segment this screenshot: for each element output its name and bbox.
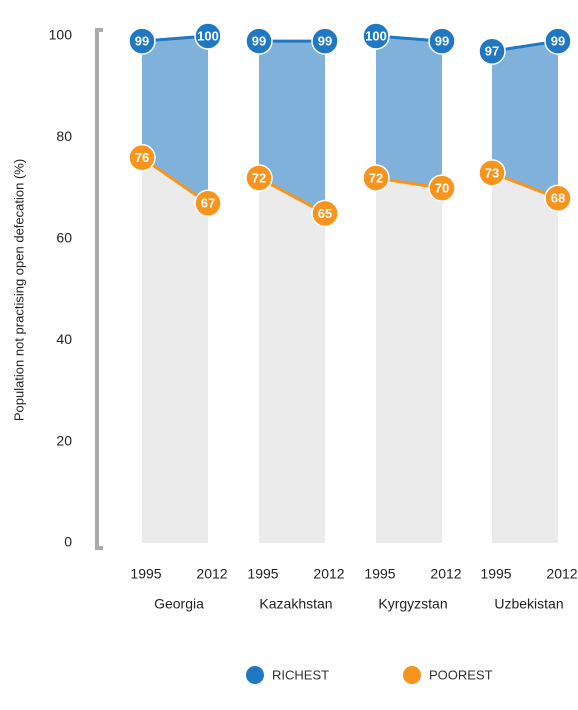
point bbox=[428, 174, 456, 202]
point bbox=[311, 27, 339, 55]
point-label: 100 bbox=[365, 28, 387, 43]
point-label: 73 bbox=[485, 165, 499, 180]
point-label: 99 bbox=[135, 34, 149, 49]
point bbox=[428, 27, 456, 55]
legend-marker bbox=[246, 666, 264, 684]
y-tick-label: 0 bbox=[64, 534, 72, 550]
area-gap bbox=[259, 41, 325, 214]
point-label: 99 bbox=[435, 34, 449, 49]
group-label: Kyrgyzstan bbox=[378, 596, 447, 612]
point bbox=[478, 37, 506, 65]
point bbox=[544, 184, 572, 212]
area-gap bbox=[376, 36, 442, 189]
point-label: 67 bbox=[201, 196, 215, 211]
point bbox=[194, 22, 222, 50]
point bbox=[245, 164, 273, 192]
point bbox=[544, 27, 572, 55]
point bbox=[128, 143, 156, 172]
area-poorest bbox=[259, 177, 325, 543]
point-label: 68 bbox=[551, 191, 565, 206]
group-label: Uzbekistan bbox=[494, 596, 563, 612]
point bbox=[362, 164, 390, 192]
x-tick-label: 1995 bbox=[130, 566, 161, 582]
x-tick-label: 2012 bbox=[546, 566, 577, 582]
group-label: Georgia bbox=[154, 596, 204, 612]
point-label: 99 bbox=[318, 34, 332, 49]
area-poorest bbox=[142, 157, 208, 543]
x-tick-label: 2012 bbox=[430, 566, 461, 582]
point bbox=[245, 27, 273, 55]
legend-label: POOREST bbox=[429, 667, 493, 682]
y-tick-label: 80 bbox=[56, 128, 72, 144]
legend-marker bbox=[403, 666, 421, 684]
point-label: 97 bbox=[485, 44, 499, 59]
area-poorest bbox=[376, 177, 442, 543]
point-label: 72 bbox=[369, 170, 383, 185]
point-label: 100 bbox=[197, 28, 219, 43]
point bbox=[194, 189, 222, 218]
point bbox=[311, 199, 339, 228]
point-label: 99 bbox=[252, 34, 266, 49]
point-label: 99 bbox=[551, 34, 565, 49]
x-tick-label: 2012 bbox=[313, 566, 344, 582]
point bbox=[478, 159, 506, 187]
y-axis bbox=[95, 28, 103, 550]
point-label: 76 bbox=[135, 150, 149, 165]
x-tick-label: 1995 bbox=[247, 566, 278, 582]
area-gap bbox=[492, 41, 558, 199]
point-label: 72 bbox=[252, 170, 266, 185]
area-gap bbox=[142, 36, 208, 204]
group-label: Kazakhstan bbox=[259, 596, 332, 612]
point bbox=[128, 27, 156, 55]
y-tick-label: 40 bbox=[56, 331, 72, 347]
point-label: 65 bbox=[318, 206, 332, 221]
area-poorest bbox=[492, 172, 558, 543]
y-tick-label: 60 bbox=[56, 230, 72, 246]
y-tick-label: 20 bbox=[56, 432, 72, 448]
point bbox=[362, 22, 390, 50]
x-tick-label: 1995 bbox=[480, 566, 511, 582]
y-tick-label: 100 bbox=[49, 27, 73, 43]
legend-label: RICHEST bbox=[272, 667, 329, 682]
x-tick-label: 1995 bbox=[364, 566, 395, 582]
x-tick-label: 2012 bbox=[196, 566, 227, 582]
y-axis-label: Population not practising open defecatio… bbox=[11, 159, 26, 421]
point-label: 70 bbox=[435, 181, 449, 196]
